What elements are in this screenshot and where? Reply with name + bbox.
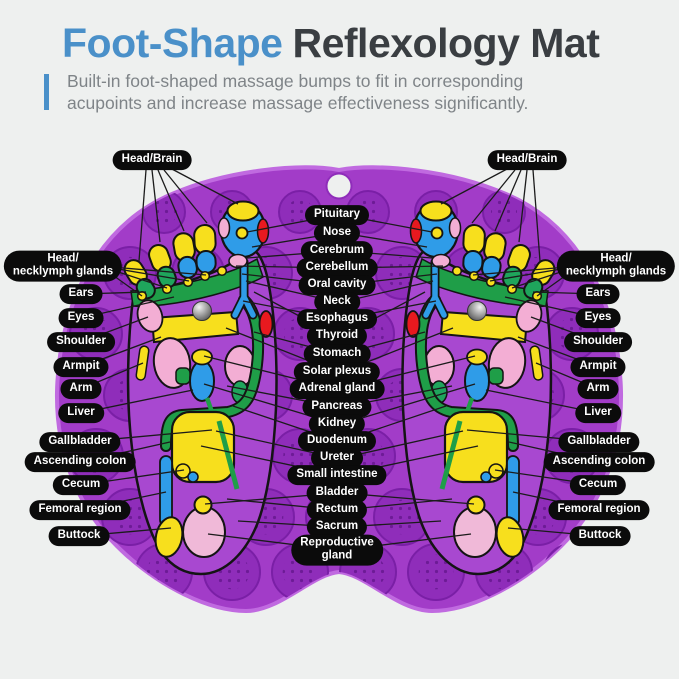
subtitle-line1: Built-in foot-shaped massage bumps to fi… — [67, 71, 524, 91]
connector-line — [138, 169, 147, 262]
title-accent: Foot-Shape — [62, 20, 283, 66]
connector-line — [494, 169, 522, 232]
foot-left — [123, 200, 278, 576]
zone-colon-band-fill — [162, 296, 262, 450]
label-right-armpit: Armpit — [570, 357, 626, 377]
zone-kidney — [189, 360, 215, 402]
label-center-neck: Neck — [314, 292, 360, 312]
label-center-cerebrum: Cerebrum — [300, 241, 374, 261]
label-center-sacrum: Sacrum — [306, 517, 368, 537]
label-center-stomach: Stomach — [303, 344, 371, 364]
label-right-ears: Ears — [576, 284, 620, 304]
metal-ball — [192, 301, 212, 321]
label-center-pituitary: Pituitary — [304, 205, 370, 225]
connector-line — [440, 167, 510, 205]
toe-second — [193, 224, 217, 275]
label-right-eyes: Eyes — [575, 308, 621, 328]
label-center-rectum: Rectum — [306, 500, 368, 520]
label-center-bladder: Bladder — [306, 483, 368, 503]
label-center-thyroid: Thyroid — [306, 326, 368, 346]
label-center-solar-plexus: Solar plexus — [293, 362, 381, 382]
zone-buttock — [154, 516, 184, 558]
label-left-liver: Liver — [58, 403, 104, 423]
label-center-esophagus: Esophagus — [297, 309, 377, 329]
label-left-gallbladder: Gallbladder — [39, 432, 121, 452]
label-left-shoulder: Shoulder — [47, 332, 115, 352]
toe-base-dots — [136, 265, 228, 302]
label-left-buttock: Buttock — [48, 526, 110, 546]
zone-gallbladder — [175, 367, 191, 385]
zone-esophagus-fill — [232, 259, 256, 318]
label-center-kidney: Kidney — [308, 414, 366, 434]
massage-bump — [543, 543, 601, 601]
zone-shoulder — [136, 299, 164, 333]
connector-line — [341, 383, 476, 425]
label-left-ascending-colon: Ascending colon — [24, 452, 136, 472]
label-right-shoulder: Shoulder — [564, 332, 632, 352]
subtitle: Built-in foot-shaped massage bumps to fi… — [67, 70, 528, 114]
massage-bump — [74, 190, 118, 234]
title-rest: Reflexology Mat — [292, 20, 600, 66]
zone-cecum-dot — [187, 471, 199, 483]
label-left-ears: Ears — [59, 284, 103, 304]
label-right-liver: Liver — [575, 403, 621, 423]
connector-line — [169, 167, 239, 205]
label-center-pancreas: Pancreas — [302, 397, 372, 417]
label-left-cecum: Cecum — [52, 475, 110, 495]
hanging-hole — [325, 172, 353, 200]
label-left-head-brain: Head/Brain — [112, 150, 192, 170]
label-left-eyes: Eyes — [58, 308, 104, 328]
label-right-arm: Arm — [577, 379, 619, 399]
label-right-head-necklymph: Head/necklymph glands — [556, 250, 676, 282]
page-title: Foot-Shape Reflexology Mat — [62, 20, 600, 67]
label-center-small-intestine: Small intestine — [287, 465, 387, 485]
label-right-head-brain: Head/Brain — [487, 150, 567, 170]
subtitle-accent-bar — [44, 74, 49, 110]
label-center-duodenum: Duodenum — [297, 431, 377, 451]
zone-femoral — [159, 455, 173, 527]
label-center-reproductive-gland: Reproductive gland — [291, 534, 383, 566]
zone-heel — [182, 506, 226, 558]
label-center-cerebellum: Cerebellum — [296, 258, 378, 278]
zone-adrenal — [191, 348, 213, 366]
label-left-arm: Arm — [60, 379, 102, 399]
subtitle-line2: acupoints and increase massage effective… — [67, 93, 529, 114]
label-right-femoral-region: Femoral region — [548, 500, 650, 520]
big-toe — [217, 200, 270, 269]
label-left-armpit: Armpit — [53, 357, 109, 377]
label-center-nose: Nose — [313, 223, 361, 243]
label-center-adrenal-gland: Adrenal gland — [289, 379, 385, 399]
label-right-cecum: Cecum — [569, 475, 627, 495]
connector-line — [151, 169, 161, 243]
massage-bump — [67, 543, 125, 601]
connector-line — [163, 169, 208, 224]
label-left-femoral-region: Femoral region — [29, 500, 131, 520]
label-right-ascending-colon: Ascending colon — [543, 452, 655, 472]
label-center-oral-cavity: Oral cavity — [298, 275, 376, 295]
connector-line — [157, 169, 185, 232]
label-left-head-necklymph: Head/necklymph glands — [3, 250, 123, 282]
label-center-ureter: Ureter — [311, 448, 363, 468]
connector-line — [518, 169, 528, 243]
zone-bladder — [193, 495, 213, 515]
zone-stomach-red — [258, 310, 274, 338]
connector-line — [532, 169, 541, 262]
massage-bump — [482, 190, 526, 234]
connector-line — [471, 169, 516, 224]
label-right-buttock: Buttock — [569, 526, 631, 546]
label-right-gallbladder: Gallbladder — [558, 432, 640, 452]
